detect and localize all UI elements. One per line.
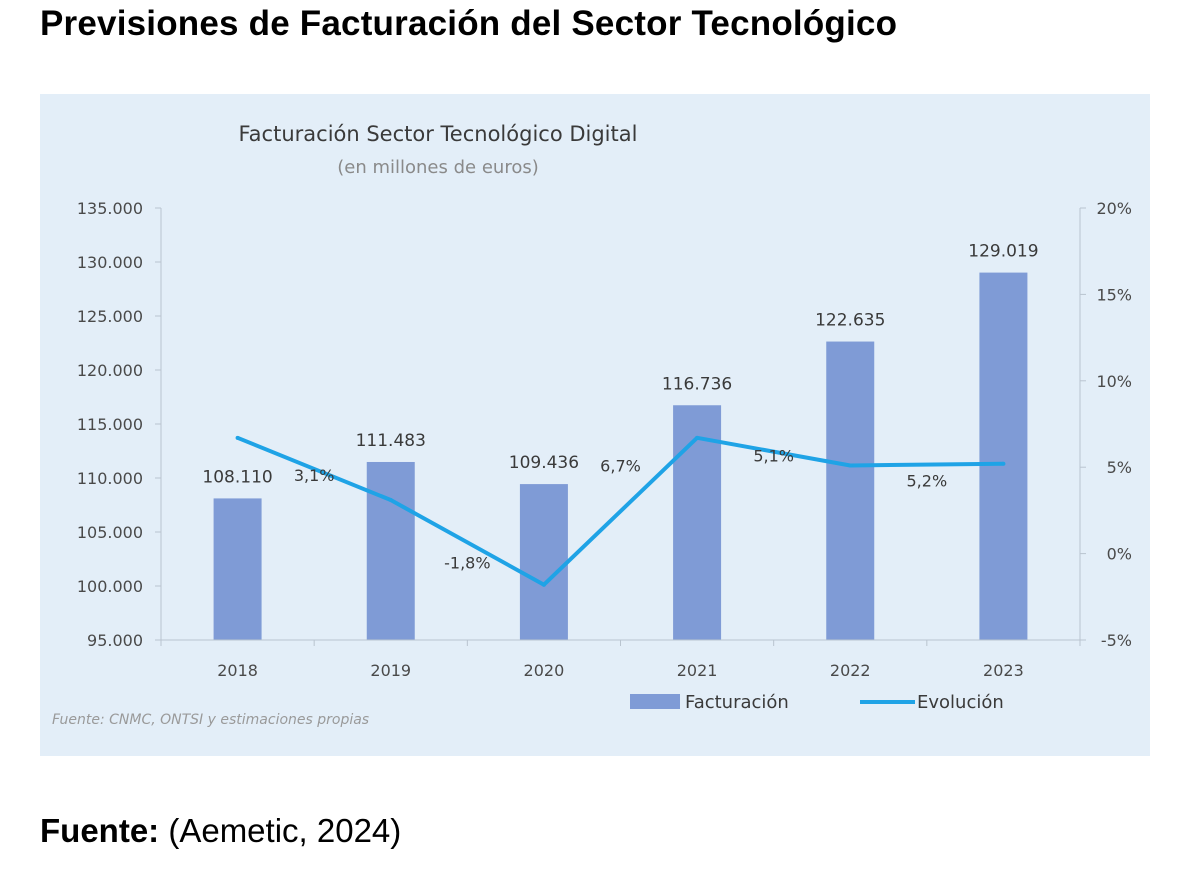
evolucion-label: -1,8% [444, 553, 490, 572]
right-tick-label: 10% [1096, 372, 1132, 391]
evolucion-line [236, 435, 1004, 587]
bar-2020 [519, 484, 568, 640]
right-tick-label: 15% [1096, 285, 1132, 304]
evolucion-label: 5,2% [907, 472, 948, 491]
left-tick-label: 115.000 [77, 415, 143, 434]
chart-svg: Facturación Sector Tecnológico Digital (… [52, 122, 1132, 728]
x-axis: 2018 2019 2020 2021 2022 2023 [160, 639, 1081, 680]
left-tick-label: 135.000 [77, 199, 143, 218]
x-tick-label: 2018 [217, 661, 258, 680]
evolucion-label: 3,1% [294, 466, 335, 485]
data-labels: 108.110 111.483 109.436 116.736 122.635 129.0… [202, 242, 1038, 573]
right-tick-label: 5% [1107, 458, 1132, 477]
right-axis: -5% 0% 5% 10% 15% 20% [1079, 199, 1132, 650]
x-tick-label: 2021 [677, 661, 718, 680]
chart-subtitle: (en millones de euros) [337, 157, 538, 178]
evolucion-label: 5,1% [753, 447, 794, 466]
x-tick-label: 2019 [370, 661, 411, 680]
footer-text: (Aemetic, 2024) [159, 812, 402, 849]
chart-source: Fuente: CNMC, ONTSI y estimaciones propi… [52, 712, 369, 728]
evolucion-point [541, 582, 546, 587]
evolucion-point [388, 498, 393, 503]
left-tick-label: 125.000 [77, 307, 143, 326]
bar-value-label: 129.019 [968, 242, 1038, 262]
evolucion-point [235, 435, 240, 440]
bar-value-label: 108.110 [202, 467, 272, 487]
legend: Facturación Evolución [630, 692, 1004, 713]
evolucion-point [1001, 461, 1006, 466]
evolucion-label: 6,7% [600, 456, 641, 475]
bar-value-label: 116.736 [662, 374, 732, 394]
bar-2022 [826, 341, 875, 640]
bar-value-label: 109.436 [509, 453, 579, 473]
left-tick-label: 95.000 [87, 631, 143, 650]
left-tick-label: 130.000 [77, 253, 143, 272]
legend-label-evolucion: Evolución [917, 692, 1004, 713]
legend-label-facturacion: Facturación [685, 692, 789, 713]
legend-swatch-facturacion [630, 694, 680, 709]
left-tick-label: 105.000 [77, 523, 143, 542]
page-footer: Fuente: (Aemetic, 2024) [40, 812, 401, 850]
left-tick-label: 100.000 [77, 577, 143, 596]
x-tick-label: 2022 [830, 661, 871, 680]
bar-2021 [673, 405, 722, 640]
right-tick-label: -5% [1101, 631, 1132, 650]
line-series [235, 435, 1006, 587]
bar-2023 [979, 272, 1028, 640]
bar-2018 [213, 498, 262, 640]
left-tick-label: 120.000 [77, 361, 143, 380]
footer-label: Fuente: [40, 812, 160, 849]
evolucion-point [848, 463, 853, 468]
chart-panel: Facturación Sector Tecnológico Digital (… [40, 94, 1150, 756]
right-tick-label: 0% [1107, 545, 1132, 564]
bar-value-label: 111.483 [356, 431, 426, 451]
left-tick-label: 110.000 [77, 469, 143, 488]
x-tick-label: 2023 [983, 661, 1024, 680]
right-tick-label: 20% [1096, 199, 1132, 218]
bar-series [213, 272, 1028, 640]
x-tick-label: 2020 [524, 661, 565, 680]
chart-title: Facturación Sector Tecnológico Digital [239, 122, 638, 146]
bar-value-label: 122.635 [815, 311, 885, 331]
left-axis: 95.000 100.000 105.000 110.000 115.000 120.00… [77, 199, 162, 650]
bar-2019 [366, 461, 415, 640]
page-heading: Previsiones de Facturación del Sector Te… [40, 4, 898, 43]
evolucion-point [695, 435, 700, 440]
